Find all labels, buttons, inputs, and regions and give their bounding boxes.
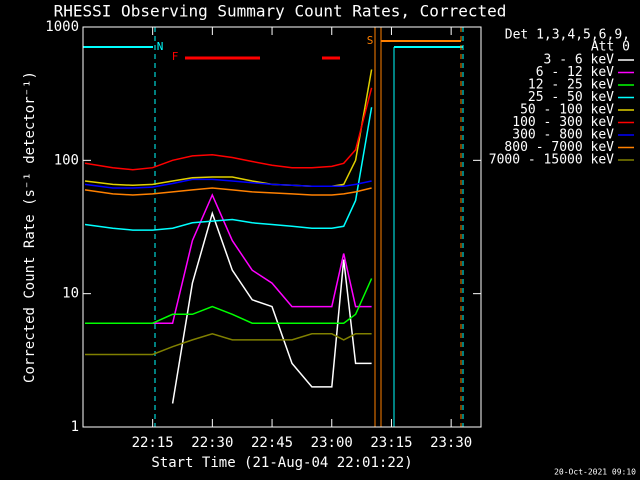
legend-label: 25 - 50 keV <box>528 90 614 105</box>
footer: 20-Oct-2021 09:10 <box>554 468 636 477</box>
series-line <box>84 187 372 196</box>
y-axis-label: Corrected Count Rate (s⁻¹ detector⁻¹) <box>22 71 38 383</box>
annotation: N <box>157 40 164 53</box>
legend-label: 6 - 12 keV <box>536 65 614 80</box>
legend-header: Det 1,3,4,5,6,9, <box>505 28 630 43</box>
legend-header: Att 0 <box>591 40 630 55</box>
annotation: F <box>172 50 179 63</box>
legend-label: 12 - 25 keV <box>528 78 614 93</box>
series-line <box>84 69 373 187</box>
legend-label: 3 - 6 keV <box>544 53 615 68</box>
annotation: S <box>367 34 374 47</box>
x-axis-label: Start Time (21-Aug-04 22:01:22) <box>151 455 412 471</box>
legend-label: 300 - 800 keV <box>512 128 614 143</box>
legend-label: 50 - 100 keV <box>520 103 614 118</box>
x-tick-label: 22:30 <box>191 435 233 451</box>
x-tick-label: 22:45 <box>251 435 293 451</box>
y-tick-label: 1000 <box>45 19 79 35</box>
y-tick-label: 10 <box>62 286 79 302</box>
plot-frame <box>82 26 482 428</box>
series-line <box>84 178 372 189</box>
y-tick-label: 1 <box>71 419 79 435</box>
x-tick-label: 23:30 <box>430 435 472 451</box>
legend-label: 800 - 7000 keV <box>504 140 614 155</box>
y-tick-label: 100 <box>54 152 79 168</box>
x-tick-label: 23:15 <box>370 435 412 451</box>
legend-label: 7000 - 15000 keV <box>489 153 614 168</box>
x-tick-label: 23:00 <box>311 435 353 451</box>
series-line <box>85 278 373 324</box>
flag-lines <box>83 27 464 427</box>
series-line <box>84 107 373 231</box>
legend-label: 100 - 300 keV <box>512 115 614 130</box>
x-tick-label: 22:15 <box>132 435 174 451</box>
series-line <box>84 87 373 171</box>
series-line <box>85 333 372 356</box>
series-line <box>171 210 372 404</box>
chart-title: RHESSI Observing Summary Count Rates, Co… <box>54 2 507 21</box>
